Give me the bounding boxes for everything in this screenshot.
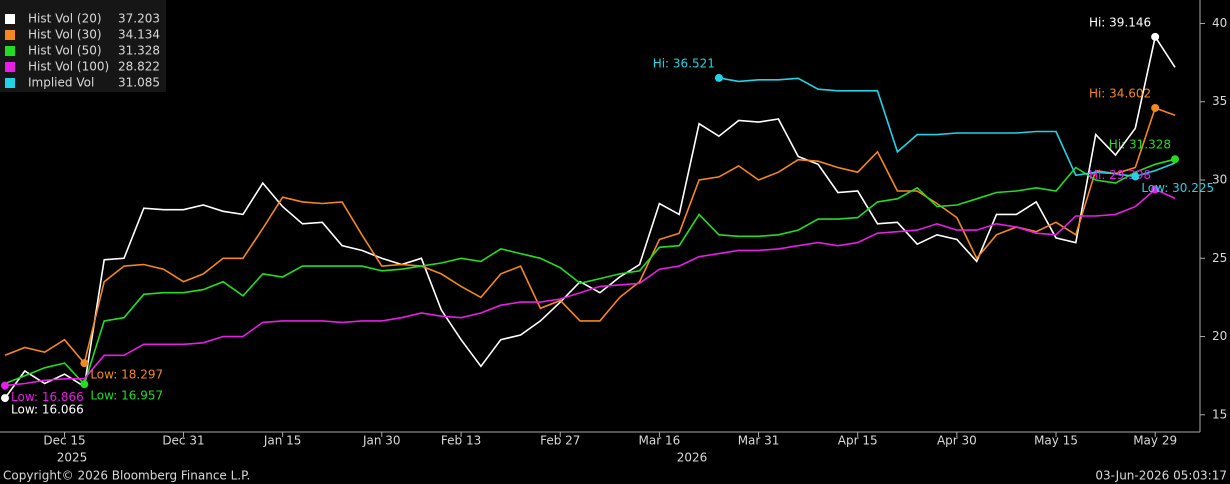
extreme-label: Hi: 36.521 xyxy=(653,56,715,70)
y-tick-label: 40 xyxy=(1212,16,1227,30)
copyright: Copyright© 2026 Bloomberg Finance L.P. xyxy=(3,469,250,483)
legend-box xyxy=(0,0,166,92)
legend-value: 31.085 xyxy=(118,76,160,90)
x-tick-label: Feb 13 xyxy=(441,434,481,448)
legend-name: Implied Vol xyxy=(28,76,94,90)
legend-swatch xyxy=(5,78,15,88)
legend-name: Hist Vol (50) xyxy=(28,44,102,58)
y-tick-label: 30 xyxy=(1212,173,1227,187)
extreme-marker xyxy=(1,394,9,403)
legend-name: Hist Vol (100) xyxy=(28,60,109,74)
x-tick-label: Apr 30 xyxy=(937,434,977,448)
y-tick-label: 20 xyxy=(1212,329,1227,343)
extreme-label: Low: 16.066 xyxy=(11,403,84,417)
year-label: 2025 xyxy=(57,451,88,465)
extreme-marker xyxy=(1151,103,1160,112)
x-tick-label: May 29 xyxy=(1133,434,1177,448)
legend-swatch xyxy=(5,30,15,40)
x-tick-label: Jan 15 xyxy=(263,434,302,448)
extreme-marker xyxy=(1,381,9,390)
series-line xyxy=(4,158,1176,386)
extreme-marker xyxy=(1171,155,1179,164)
extreme-marker xyxy=(1151,185,1160,194)
legend-swatch xyxy=(5,46,15,56)
extreme-label: Hi: 29.398 xyxy=(1089,168,1151,182)
x-tick-label: Feb 27 xyxy=(540,434,580,448)
x-tick-label: Mar 16 xyxy=(639,434,681,448)
series-line xyxy=(718,77,1176,178)
legend-swatch xyxy=(5,62,15,72)
x-tick-label: Jan 30 xyxy=(362,434,401,448)
legend-swatch xyxy=(5,14,15,24)
x-tick-label: Dec 15 xyxy=(43,434,85,448)
x-tick-label: Dec 31 xyxy=(162,434,204,448)
legend-value: 31.328 xyxy=(118,44,160,58)
extreme-label: Low: 16.957 xyxy=(90,389,163,403)
extreme-label: Hi: 31.328 xyxy=(1109,138,1171,152)
timestamp: 03-Jun-2026 05:03:17 xyxy=(1095,469,1227,483)
y-tick-label: 25 xyxy=(1212,251,1227,265)
series-line xyxy=(4,106,1176,365)
x-tick-label: Mar 31 xyxy=(738,434,780,448)
x-tick-label: May 15 xyxy=(1034,434,1078,448)
legend-value: 34.134 xyxy=(118,28,160,42)
extreme-label: Hi: 39.146 xyxy=(1089,15,1151,29)
legend-name: Hist Vol (30) xyxy=(28,28,102,42)
legend-value: 28.822 xyxy=(118,60,160,74)
year-label: 2026 xyxy=(677,451,708,465)
extreme-label: Hi: 34.602 xyxy=(1089,86,1151,100)
extreme-marker xyxy=(1131,172,1140,181)
extreme-marker xyxy=(80,380,89,389)
extreme-label: Low: 16.866 xyxy=(11,390,84,404)
x-tick-label: Apr 15 xyxy=(838,434,878,448)
extreme-marker xyxy=(714,73,723,82)
y-tick-label: 15 xyxy=(1212,407,1227,421)
y-tick-label: 35 xyxy=(1212,94,1227,108)
legend-value: 37.203 xyxy=(118,12,160,26)
extreme-marker xyxy=(1151,32,1160,41)
extreme-marker xyxy=(80,359,89,368)
legend-name: Hist Vol (20) xyxy=(28,12,102,26)
series-line xyxy=(4,188,1176,387)
extreme-label: Low: 30.225 xyxy=(1141,181,1214,195)
extreme-label: Low: 18.297 xyxy=(90,368,163,382)
